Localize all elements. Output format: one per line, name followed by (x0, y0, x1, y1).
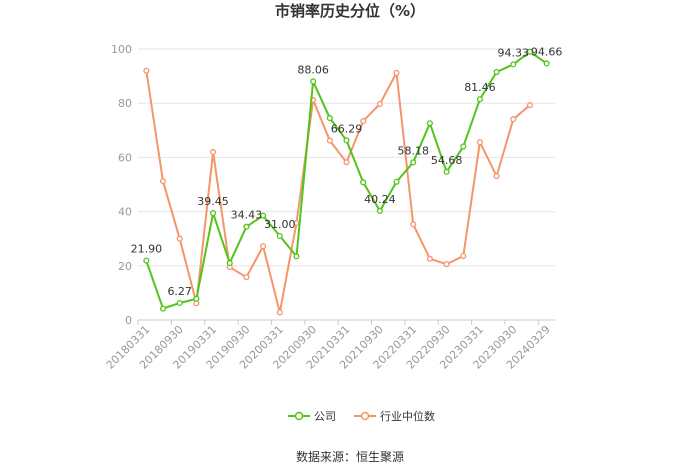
data-point-company (543, 60, 550, 67)
data-point-industry-median (360, 118, 367, 125)
data-point-company (360, 179, 367, 186)
data-point-industry-median (376, 100, 383, 108)
legend-label-industry-median: 行业中位数 (380, 409, 435, 423)
data-point-industry-median (260, 243, 267, 250)
data-label: 94.66 (531, 45, 563, 58)
data-point-company (493, 68, 500, 76)
data-point-industry-median (210, 148, 217, 156)
data-point-company (276, 232, 283, 240)
data-point-company (343, 137, 350, 144)
data-label: 21.90 (131, 243, 163, 256)
data-point-company (410, 159, 417, 166)
y-tick-label: 100 (111, 43, 132, 56)
data-point-company (293, 253, 300, 260)
data-point-industry-median (410, 221, 417, 228)
data-point-industry-median (526, 102, 534, 109)
data-label: 66.29 (331, 122, 363, 135)
data-point-company (243, 223, 250, 230)
source-note: 数据来源：恒生聚源 (296, 449, 404, 464)
data-point-company (443, 168, 450, 175)
data-point-industry-median (276, 309, 283, 316)
data-point-company (260, 212, 267, 219)
data-point-industry-median (476, 139, 483, 146)
data-point-industry-median (326, 137, 333, 144)
y-tick-label: 60 (118, 151, 132, 164)
data-point-industry-median (143, 67, 150, 74)
data-label: 58.18 (397, 144, 429, 157)
data-point-company (326, 115, 333, 122)
y-axis: 0 20 40 60 80 100 (111, 43, 132, 327)
data-point-company (376, 207, 383, 214)
series-group (143, 48, 550, 316)
data-point-company (310, 78, 317, 85)
legend-marker-company (294, 411, 304, 421)
legend-marker-industry-median (360, 411, 370, 421)
data-label: 6.27 (167, 285, 192, 298)
data-label: 40.24 (364, 193, 396, 206)
data-label: 54.68 (431, 154, 463, 167)
data-point-industry-median (393, 69, 400, 76)
data-point-industry-median (493, 173, 500, 180)
data-label: 39.45 (197, 195, 229, 208)
y-tick-label: 20 (118, 260, 132, 273)
chart-title: 市销率历史分位（%） (275, 2, 425, 20)
y-tick-label: 40 (118, 206, 132, 219)
data-label: 94.33 (498, 46, 530, 59)
data-point-company (476, 96, 483, 103)
data-point-company (426, 120, 433, 127)
legend-label-company: 公司 (314, 410, 336, 423)
data-point-company (176, 299, 183, 307)
data-point-company (393, 178, 400, 185)
y-tick-label: 80 (118, 97, 132, 110)
data-point-industry-median (243, 274, 250, 281)
legend: 公司 行业中位数 (288, 409, 435, 423)
data-point-company (143, 257, 150, 264)
series-line-industry-median (145, 70, 531, 314)
data-point-industry-median (443, 261, 450, 268)
data-point-company (210, 210, 217, 217)
y-tick-label: 0 (125, 314, 132, 327)
data-point-company (193, 295, 200, 302)
data-point-industry-median (343, 159, 350, 166)
data-label: 31.00 (264, 218, 296, 231)
data-point-industry-median (426, 255, 433, 262)
data-point-industry-median (176, 235, 183, 242)
data-point-industry-median (510, 116, 517, 123)
data-point-company (526, 48, 534, 55)
data-point-company (159, 305, 167, 312)
data-point-company (226, 260, 233, 267)
data-point-company (460, 143, 467, 150)
data-point-industry-median (460, 252, 467, 260)
data-point-company (510, 61, 517, 68)
data-label: 34.43 (231, 209, 263, 222)
data-label: 81.46 (464, 81, 496, 94)
data-label: 88.06 (297, 63, 329, 76)
data-point-industry-median (159, 178, 167, 185)
plot-area: 0 20 40 60 80 100 201803312018093020190331201… (104, 43, 563, 372)
x-axis: 2018033120180930201903312019093020200331… (104, 320, 553, 372)
